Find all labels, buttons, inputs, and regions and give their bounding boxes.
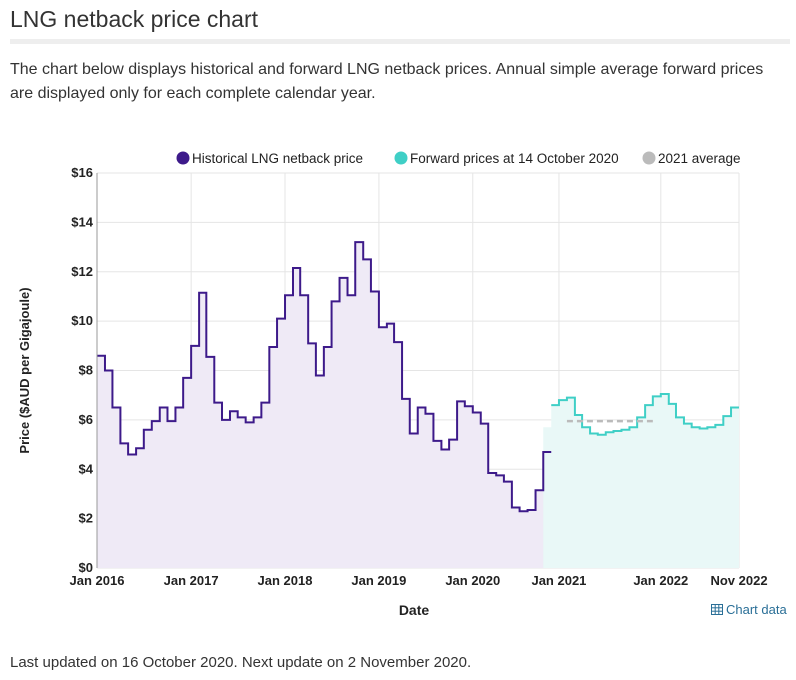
x-tick-label: Jan 2019 <box>351 573 406 588</box>
y-tick-label: $0 <box>79 560 93 575</box>
chart-data-link[interactable]: Chart data <box>711 602 787 617</box>
x-tick-label: Nov 2022 <box>710 573 767 588</box>
chart-data-label: Chart data <box>726 602 787 617</box>
series-lines <box>97 241 739 513</box>
x-tick-label: Jan 2017 <box>164 573 219 588</box>
y-tick-label: $16 <box>71 165 93 180</box>
forward-price-line <box>551 392 739 436</box>
axes: $0 $2 $4 $6 $8 $10 $12 $14 $16 Jan 2016 Jan 2017 Ja… <box>17 165 768 618</box>
x-tick-label: Jan 2020 <box>445 573 500 588</box>
legend-item[interactable]: Forward prices at 14 October 2020 <box>394 151 619 166</box>
y-tick-label: $2 <box>79 511 93 526</box>
historical-price-line <box>97 241 552 513</box>
x-tick-label: Jan 2022 <box>633 573 688 588</box>
chart-description: The chart below displays historical and … <box>10 61 764 102</box>
historical-area <box>97 242 552 568</box>
x-axis-title: Date <box>399 602 430 618</box>
forward-area <box>543 393 739 568</box>
y-tick-label: $8 <box>79 363 93 378</box>
title-divider <box>10 39 790 44</box>
legend-marker <box>394 151 408 165</box>
x-tick-label: Jan 2016 <box>70 573 125 588</box>
y-tick-label: $6 <box>79 412 93 427</box>
legend-label: Historical LNG netback price <box>192 151 363 166</box>
y-tick-label: $14 <box>71 214 93 229</box>
series-areas <box>97 242 739 568</box>
x-tick-label: Jan 2018 <box>258 573 313 588</box>
y-tick-label: $4 <box>79 461 94 476</box>
page-title: LNG netback price chart <box>10 6 259 32</box>
legend-marker <box>642 151 656 165</box>
legend-label: Forward prices at 14 October 2020 <box>410 151 619 166</box>
y-axis-title: Price ($AUD per Gigajoule) <box>17 287 32 453</box>
legend-label: 2021 average <box>658 151 741 166</box>
chart-legend[interactable]: Historical LNG netback price Forward pric… <box>176 151 741 166</box>
table-icon <box>711 604 723 615</box>
y-tick-label: $10 <box>71 313 93 328</box>
update-note: Last updated on 16 October 2020. Next up… <box>10 654 472 671</box>
legend-marker <box>176 151 190 165</box>
lng-netback-chart: $0 $2 $4 $6 $8 $10 $12 $14 $16 Jan 2016 Jan 2017 Ja… <box>17 151 768 618</box>
y-tick-label: $12 <box>71 264 93 279</box>
x-tick-label: Jan 2021 <box>531 573 586 588</box>
legend-item[interactable]: Historical LNG netback price <box>176 151 364 166</box>
legend-item[interactable]: 2021 average <box>642 151 741 166</box>
